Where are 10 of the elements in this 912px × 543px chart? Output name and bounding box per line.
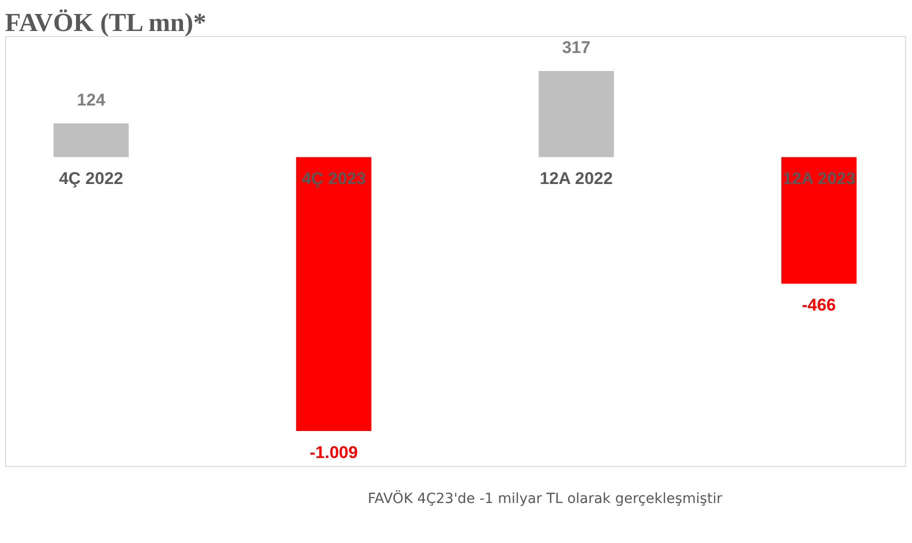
- data-label: -466: [802, 296, 836, 315]
- chart-title: FAVÖK (TL mn)*: [5, 8, 206, 37]
- data-label: 124: [76, 90, 106, 110]
- data-label: -1.009: [310, 443, 358, 462]
- text: FAVÖK 4Ç23'de -1 milyar TL olarak gerçekleşmiştir: [368, 490, 722, 507]
- x-tick-label: 4Ç 2023: [302, 169, 366, 188]
- x-tick-label: 12A 2022: [540, 169, 613, 188]
- x-tick-label: 12A 2023: [782, 169, 856, 188]
- data-label: 317: [562, 38, 590, 57]
- x-tick-label: 4Ç 2022: [58, 169, 124, 188]
